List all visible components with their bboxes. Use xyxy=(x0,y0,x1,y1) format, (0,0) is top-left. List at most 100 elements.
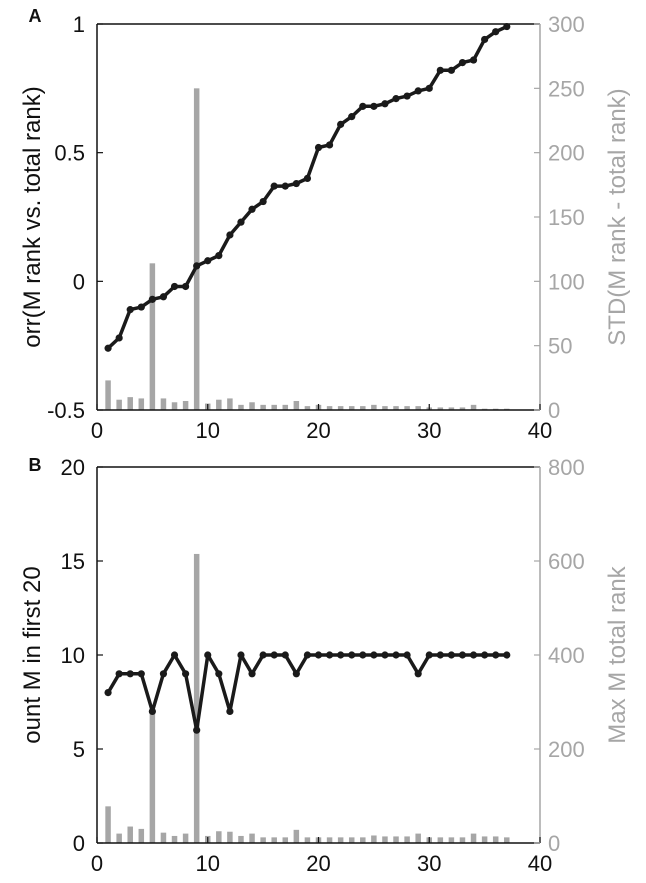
bar xyxy=(337,837,344,843)
data-point xyxy=(259,651,267,659)
data-point xyxy=(126,306,134,314)
data-point xyxy=(458,59,467,67)
data-point xyxy=(414,670,422,678)
bar xyxy=(293,829,300,843)
data-point xyxy=(458,651,467,659)
bar xyxy=(249,833,255,843)
data-point xyxy=(303,174,312,182)
bar xyxy=(382,406,388,410)
x-tick-label: 20 xyxy=(306,418,330,443)
data-point xyxy=(425,84,433,92)
y-tick-label-right: 300 xyxy=(548,12,585,37)
data-point xyxy=(281,651,289,659)
data-point xyxy=(481,35,489,44)
bar xyxy=(260,837,266,843)
bar xyxy=(182,833,189,843)
data-point xyxy=(159,670,168,678)
y-axis-label-left: orr(M rank vs. total rank) xyxy=(19,86,46,347)
data-point xyxy=(115,334,123,342)
x-tick-label: 10 xyxy=(196,851,220,876)
y-tick-label-left: 0 xyxy=(73,831,85,856)
x-tick-label: 30 xyxy=(417,851,441,876)
bar xyxy=(138,398,145,410)
y-axis-label-right: Max M total rank xyxy=(604,565,631,743)
y-axis-label-left: ount M in first 20 xyxy=(19,566,46,743)
data-point xyxy=(137,303,145,311)
y-tick-label-left: -0.5 xyxy=(47,398,85,423)
y-tick-label-right: 0 xyxy=(548,398,560,423)
data-point xyxy=(403,651,411,659)
data-point xyxy=(469,651,478,659)
bar xyxy=(326,406,333,410)
bar xyxy=(448,837,455,843)
data-point xyxy=(436,66,444,74)
data-point xyxy=(503,22,511,31)
data-point xyxy=(370,102,378,110)
data-point xyxy=(237,218,245,226)
y-tick-label-right: 50 xyxy=(548,334,572,359)
panel-label: B xyxy=(29,455,42,475)
data-point xyxy=(292,670,300,678)
data-point xyxy=(348,113,356,121)
bar xyxy=(149,713,156,843)
bar xyxy=(415,406,421,410)
data-point xyxy=(492,651,500,659)
bar xyxy=(116,833,122,843)
bar xyxy=(459,837,466,843)
data-point xyxy=(481,651,489,659)
data-point xyxy=(325,141,334,149)
bar xyxy=(360,837,366,843)
bar xyxy=(171,402,178,410)
bar xyxy=(393,836,399,843)
y-tick-label-left: 1 xyxy=(73,12,85,37)
bar xyxy=(459,407,466,410)
y-tick-label-right: 100 xyxy=(548,269,585,294)
data-point xyxy=(270,182,278,190)
bar xyxy=(271,404,277,410)
data-point xyxy=(170,651,179,659)
data-point xyxy=(104,344,112,352)
y-tick-label-right: 150 xyxy=(548,205,585,230)
bar xyxy=(371,835,377,843)
y-tick-label-right: 250 xyxy=(548,76,585,101)
data-point xyxy=(259,197,267,206)
bar xyxy=(238,404,244,410)
data-point xyxy=(436,651,444,659)
bar xyxy=(348,837,355,843)
data-point xyxy=(104,689,112,697)
bar xyxy=(171,835,178,843)
bar xyxy=(227,831,233,843)
data-point xyxy=(348,651,356,659)
data-point xyxy=(115,670,123,678)
data-point xyxy=(226,707,234,716)
bar xyxy=(127,826,133,843)
bar xyxy=(393,406,399,410)
bar xyxy=(504,837,510,843)
panel-label: A xyxy=(29,6,42,26)
data-point xyxy=(193,726,201,734)
bar xyxy=(116,399,122,410)
data-point xyxy=(226,231,234,239)
data-point xyxy=(248,205,256,213)
y-tick-label-right: 400 xyxy=(548,643,585,668)
bar xyxy=(304,406,311,410)
x-tick-label: 40 xyxy=(528,418,552,443)
data-point xyxy=(381,651,389,659)
data-point xyxy=(204,651,212,659)
data-point xyxy=(381,100,389,108)
y-tick-label-left: 10 xyxy=(61,643,85,668)
bar xyxy=(127,397,133,410)
bar xyxy=(404,406,410,410)
bar xyxy=(415,833,421,843)
data-point xyxy=(392,95,400,103)
bar xyxy=(193,88,200,410)
data-point xyxy=(215,670,223,678)
data-point xyxy=(314,651,323,659)
data-point xyxy=(403,92,411,100)
bar xyxy=(193,553,200,843)
data-point xyxy=(237,651,245,659)
bar xyxy=(348,406,355,410)
bar xyxy=(238,835,244,843)
y-axis-label-right: STD(M rank - total rank) xyxy=(604,88,631,345)
data-point xyxy=(159,293,168,301)
